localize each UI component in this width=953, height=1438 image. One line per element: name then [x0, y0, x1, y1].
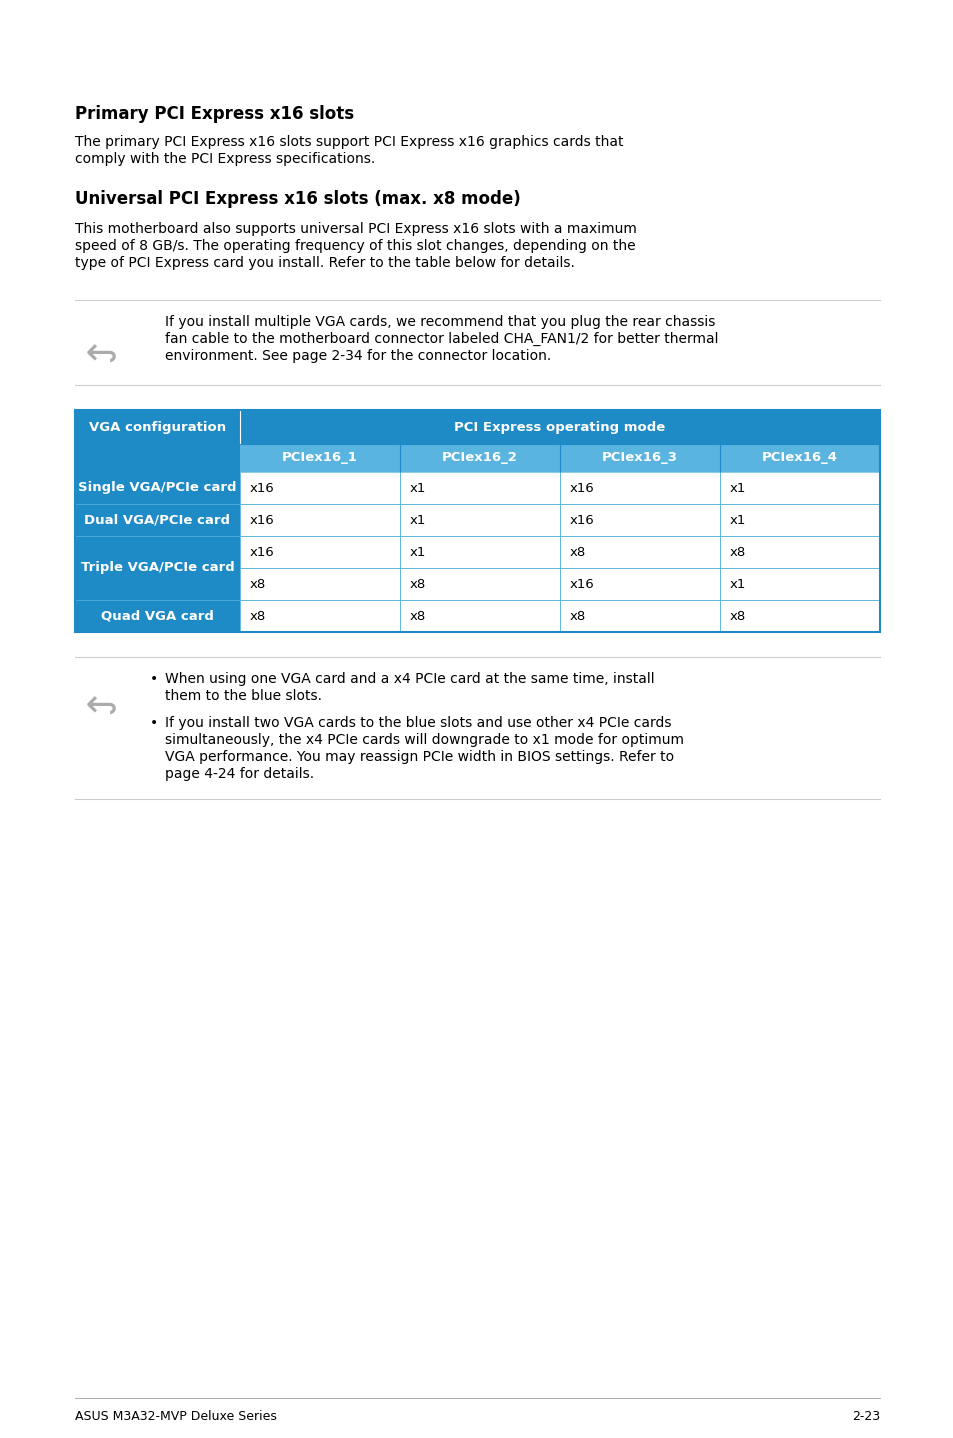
Text: Primary PCI Express x16 slots: Primary PCI Express x16 slots	[75, 105, 354, 124]
Bar	[399, 568, 559, 600]
Text: x8: x8	[569, 545, 586, 558]
Text: x8: x8	[569, 610, 586, 623]
Bar	[240, 444, 399, 472]
Bar	[559, 503, 720, 536]
Text: environment. See page 2-34 for the connector location.: environment. See page 2-34 for the conne…	[165, 349, 551, 362]
Text: x16: x16	[569, 482, 594, 495]
Bar	[720, 536, 879, 568]
Text: x1: x1	[410, 545, 426, 558]
Text: x1: x1	[410, 482, 426, 495]
Text: This motherboard also supports universal PCI Express x16 slots with a maximum: This motherboard also supports universal…	[75, 221, 637, 236]
Text: x16: x16	[250, 545, 274, 558]
Bar	[399, 503, 559, 536]
Text: Single VGA/PCIe card: Single VGA/PCIe card	[78, 482, 236, 495]
Bar	[75, 410, 879, 444]
Bar	[240, 568, 399, 600]
Text: type of PCI Express card you install. Refer to the table below for details.: type of PCI Express card you install. Re…	[75, 256, 575, 270]
Text: x8: x8	[410, 578, 426, 591]
Text: PCIex16_2: PCIex16_2	[441, 452, 517, 464]
Text: •: •	[150, 672, 158, 686]
Text: speed of 8 GB/s. The operating frequency of this slot changes, depending on the: speed of 8 GB/s. The operating frequency…	[75, 239, 635, 253]
Text: If you install two VGA cards to the blue slots and use other x4 PCIe cards: If you install two VGA cards to the blue…	[165, 716, 671, 731]
Bar	[720, 503, 879, 536]
Bar	[559, 444, 720, 472]
Text: x1: x1	[729, 482, 745, 495]
Text: Quad VGA card: Quad VGA card	[101, 610, 213, 623]
Text: x1: x1	[729, 513, 745, 526]
Bar	[75, 444, 240, 472]
Text: x1: x1	[410, 513, 426, 526]
Bar	[240, 600, 399, 631]
Text: x8: x8	[250, 578, 266, 591]
Text: x16: x16	[569, 578, 594, 591]
Bar	[75, 600, 240, 631]
Bar	[240, 472, 399, 503]
Bar	[559, 600, 720, 631]
Text: When using one VGA card and a x4 PCIe card at the same time, install: When using one VGA card and a x4 PCIe ca…	[165, 672, 654, 686]
Text: them to the blue slots.: them to the blue slots.	[165, 689, 322, 703]
Text: •: •	[150, 716, 158, 731]
Text: The primary PCI Express x16 slots support PCI Express x16 graphics cards that: The primary PCI Express x16 slots suppor…	[75, 135, 623, 150]
Bar	[559, 568, 720, 600]
Bar	[559, 472, 720, 503]
Text: PCIex16_3: PCIex16_3	[601, 452, 678, 464]
Text: x8: x8	[729, 545, 745, 558]
Text: fan cable to the motherboard connector labeled CHA_FAN1/2 for better thermal: fan cable to the motherboard connector l…	[165, 332, 718, 347]
Text: page 4-24 for details.: page 4-24 for details.	[165, 766, 314, 781]
Text: PCI Express operating mode: PCI Express operating mode	[454, 420, 665, 433]
Bar	[75, 536, 240, 600]
Text: 2-23: 2-23	[851, 1411, 879, 1424]
Text: x8: x8	[410, 610, 426, 623]
Bar	[399, 536, 559, 568]
Text: ↪: ↪	[81, 682, 113, 720]
Text: x1: x1	[729, 578, 745, 591]
Text: comply with the PCI Express specifications.: comply with the PCI Express specificatio…	[75, 152, 375, 165]
Text: simultaneously, the x4 PCIe cards will downgrade to x1 mode for optimum: simultaneously, the x4 PCIe cards will d…	[165, 733, 683, 746]
Text: Dual VGA/PCIe card: Dual VGA/PCIe card	[85, 513, 231, 526]
Text: VGA performance. You may reassign PCIe width in BIOS settings. Refer to: VGA performance. You may reassign PCIe w…	[165, 751, 674, 764]
Text: PCIex16_1: PCIex16_1	[282, 452, 357, 464]
Text: x16: x16	[250, 513, 274, 526]
Text: ↪: ↪	[81, 329, 113, 368]
Bar	[399, 444, 559, 472]
Bar	[75, 410, 879, 631]
Bar	[75, 472, 240, 503]
Bar	[720, 568, 879, 600]
Bar	[75, 503, 240, 536]
Bar	[559, 536, 720, 568]
Bar	[399, 472, 559, 503]
Text: If you install multiple VGA cards, we recommend that you plug the rear chassis: If you install multiple VGA cards, we re…	[165, 315, 715, 329]
Text: PCIex16_4: PCIex16_4	[761, 452, 837, 464]
Bar	[399, 600, 559, 631]
Text: x16: x16	[250, 482, 274, 495]
Bar	[720, 472, 879, 503]
Text: Universal PCI Express x16 slots (max. x8 mode): Universal PCI Express x16 slots (max. x8…	[75, 190, 520, 209]
Text: VGA configuration: VGA configuration	[89, 420, 226, 433]
Bar	[720, 444, 879, 472]
Text: x8: x8	[729, 610, 745, 623]
Text: x8: x8	[250, 610, 266, 623]
Text: ASUS M3A32-MVP Deluxe Series: ASUS M3A32-MVP Deluxe Series	[75, 1411, 276, 1424]
Text: Triple VGA/PCIe card: Triple VGA/PCIe card	[81, 561, 234, 575]
Bar	[240, 503, 399, 536]
Bar	[720, 600, 879, 631]
Text: x16: x16	[569, 513, 594, 526]
Bar	[240, 536, 399, 568]
